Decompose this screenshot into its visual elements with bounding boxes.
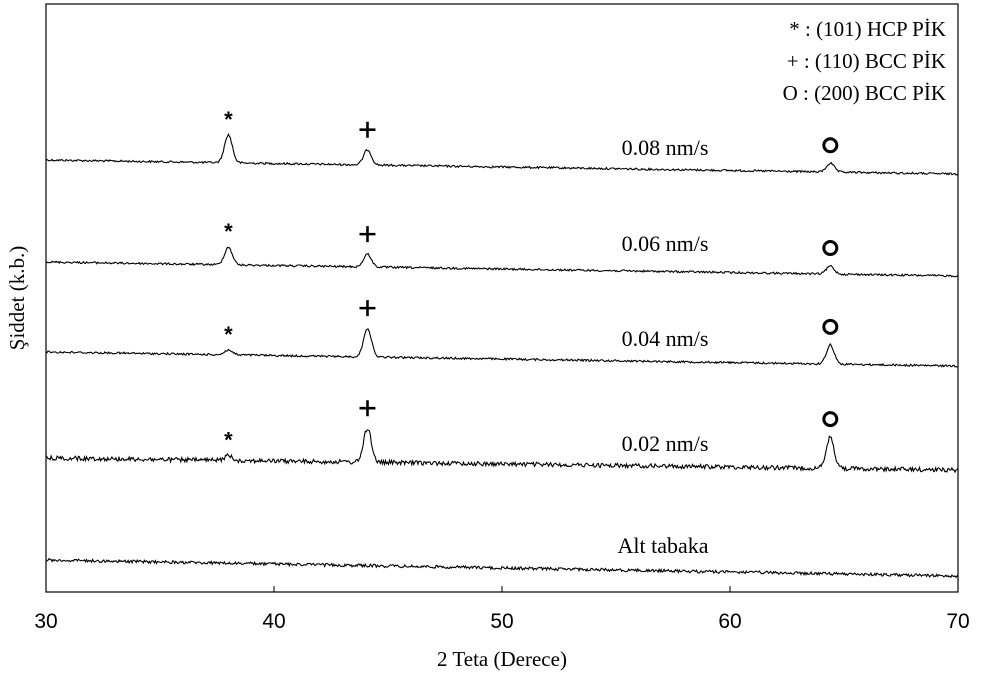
legend-entry-1: + : (110) BCC PİK [787,49,946,73]
series-traces [45,133,959,579]
series-line-0 [45,133,959,176]
peak-marker-2-1 [359,300,376,317]
series-label-1: 0.06 nm/s [622,231,709,256]
x-tick-label-1: 40 [262,610,285,633]
x-tick-label-2: 50 [490,610,513,633]
series-line-1 [45,246,959,278]
peak-markers: * * * * [224,107,839,453]
peak-marker-3-1 [359,400,376,417]
series-line-3 [45,429,959,474]
x-tick-label-4: 70 [946,610,969,633]
peak-marker-3-2 [822,411,839,428]
series-label-4: Alt tabaka [617,533,708,558]
x-axis-ticks: 30 40 50 60 70 [34,586,970,633]
series-line-2 [45,328,959,368]
legend-entry-0: * : (101) HCP PİK [789,17,946,41]
peak-marker-1-0: * [224,219,233,244]
peak-marker-0-0: * [224,107,233,132]
x-tick-label-3: 60 [718,610,741,633]
series-label-2: 0.04 nm/s [622,326,709,351]
series-label-0: 0.08 nm/s [622,135,709,160]
x-tick-label-0: 30 [34,610,57,633]
peak-marker-2-2 [822,318,839,335]
y-axis-title: Şiddet (k.b.) [5,246,29,350]
series-line-4 [45,557,959,579]
legend-entry-2: O : (200) BCC PİK [783,81,946,105]
peak-marker-3-0: * [224,428,233,453]
peak-marker-0-2 [822,137,839,154]
peak-marker-0-1 [359,121,376,138]
series-labels: 0.08 nm/s 0.06 nm/s 0.04 nm/s 0.02 nm/s Alt … [617,135,708,558]
x-axis-title: 2 Teta (Derece) [437,647,567,671]
peak-marker-1-2 [822,240,839,257]
peak-marker-2-0: * [224,322,233,347]
series-label-3: 0.02 nm/s [622,431,709,456]
peak-marker-1-1 [359,226,376,243]
legend: * : (101) HCP PİK + : (110) BCC PİK O : (2… [783,17,946,105]
